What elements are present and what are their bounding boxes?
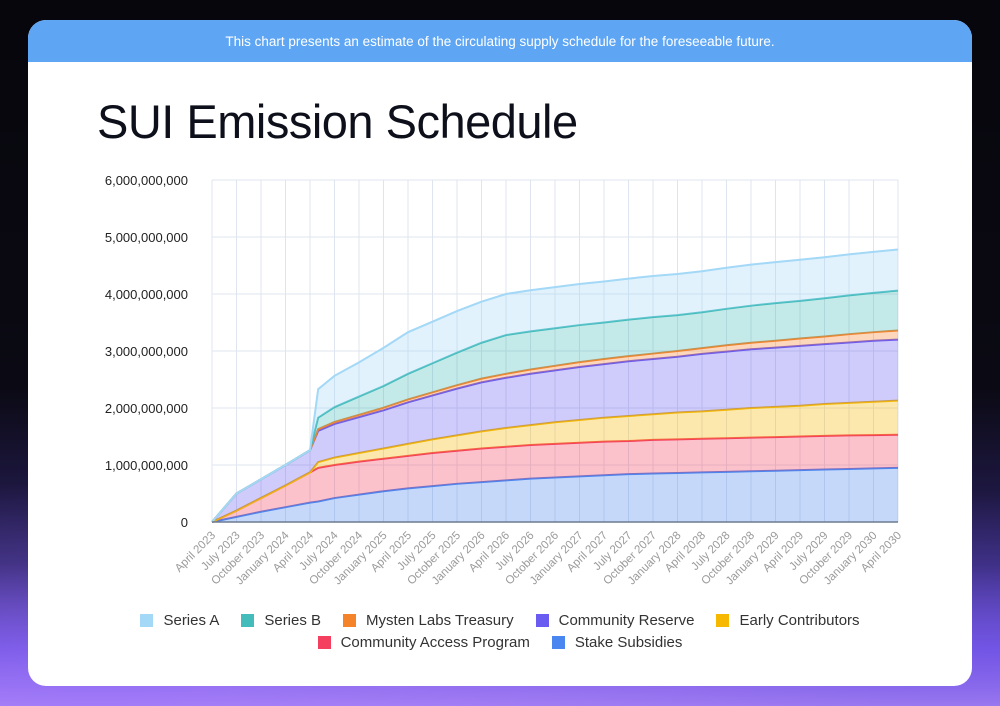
line-mysten-labs-treasury [211,329,899,523]
legend-item[interactable]: Series B [241,612,321,629]
legend-row-1: Series A Series B Mysten Labs Treasury Comm… [28,612,972,629]
legend-swatch [716,614,730,627]
chart-card: This chart presents an estimate of the c… [28,20,972,686]
legend-label: Mysten Labs Treasury [366,612,514,629]
legend-label: Stake Subsidies [574,634,683,651]
legend-item[interactable]: Early Contributors [716,612,860,629]
y-tick-label: 5,000,000,000 [105,230,188,245]
legend-item[interactable]: Community Access Program [317,634,530,651]
legend-item[interactable]: Mysten Labs Treasury [343,612,514,629]
legend-label: Community Access Program [340,634,530,651]
y-tick-label: 2,000,000,000 [105,401,188,416]
legend-label: Community Reserve [558,612,695,629]
legend-row-2: Community Access Program Stake Subsidies [28,634,972,651]
line-early-contributors [211,399,899,523]
emission-chart: 0 1,000,000,000 2,000,000,000 3,000,000,000… [105,173,904,587]
page-title: SUI Emission Schedule [97,95,578,148]
area-stake-subsidies [212,467,898,522]
line-stake-subsidies [211,466,899,523]
legend-item[interactable]: Community Reserve [535,612,695,629]
area-early-contributors [212,400,898,522]
area-series-a [212,249,898,523]
y-tick-label: 0 [181,515,188,530]
area-community-reserve [212,339,898,522]
line-series-a [211,248,899,523]
legend-swatch [241,614,255,627]
info-banner: This chart presents an estimate of the c… [28,20,972,62]
legend-swatch [343,614,357,627]
area-mysten-labs-treasury [212,330,898,522]
legend-swatch [140,614,154,627]
banner-text: This chart presents an estimate of the c… [225,33,775,49]
line-community-access-program [211,433,899,523]
area-series-b [212,290,898,522]
legend-label: Series B [264,612,322,629]
legend-swatch [551,636,565,649]
legend-swatch [317,636,331,649]
legend-item[interactable]: Stake Subsidies [551,634,683,651]
legend-swatch [535,614,549,627]
legend-item[interactable]: Series A [140,612,219,629]
legend-label: Series A [163,612,220,629]
y-tick-label: 6,000,000,000 [105,173,188,188]
y-tick-label: 1,000,000,000 [105,458,188,473]
y-tick-label: 3,000,000,000 [105,344,188,359]
line-series-b [211,289,899,523]
legend-label: Early Contributors [739,612,860,629]
y-tick-label: 4,000,000,000 [105,287,188,302]
area-community-access-program [212,434,898,522]
